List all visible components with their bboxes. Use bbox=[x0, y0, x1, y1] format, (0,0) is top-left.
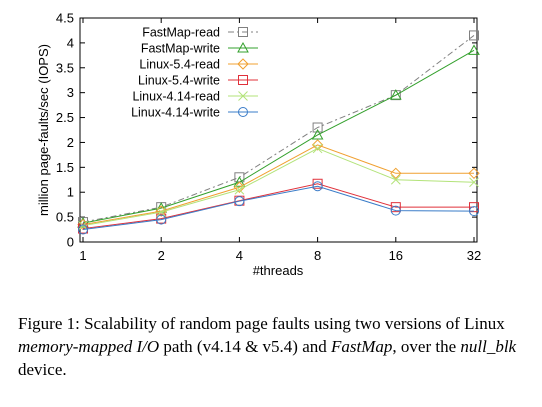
caption-text: path (v4.14 & v5.4) and bbox=[159, 337, 331, 356]
x-tick-label: 4 bbox=[236, 248, 243, 263]
y-tick-label: 1.5 bbox=[56, 160, 74, 175]
plot-frame bbox=[80, 18, 477, 242]
y-tick-label: 2 bbox=[67, 135, 74, 150]
y-tick-label: 3 bbox=[67, 85, 74, 100]
caption-text: device. bbox=[18, 360, 67, 379]
x-tick-label: 1 bbox=[79, 248, 86, 263]
x-tick-label: 16 bbox=[389, 248, 403, 263]
series-line-Linux-4.14-write bbox=[83, 186, 474, 229]
y-tick-label: 0.5 bbox=[56, 210, 74, 225]
legend-label: Linux-4.14-write bbox=[131, 106, 220, 120]
x-axis-label: #threads bbox=[253, 263, 304, 278]
legend-label: Linux-5.4-write bbox=[138, 74, 220, 88]
line-chart: 0 0.5 1 1.5 2 2.5 3 3.5 4 4.5 1 2 4 8 16 32 FastMap-rea… bbox=[0, 0, 542, 300]
legend-label: FastMap-read bbox=[142, 26, 220, 40]
caption-emphasis-fastmap: FastMap bbox=[331, 337, 392, 356]
caption-emphasis-mmio: memory-mapped I/O bbox=[18, 337, 159, 356]
legend: FastMap-read FastMap-write Linux-5.4-read L… bbox=[131, 26, 258, 120]
y-axis-label: million page-faults/sec (IOPS) bbox=[36, 44, 51, 216]
legend-label: Linux-5.4-read bbox=[139, 58, 220, 72]
series-lines bbox=[78, 31, 479, 234]
x-tick-label: 2 bbox=[158, 248, 165, 263]
legend-label: FastMap-write bbox=[141, 42, 220, 56]
y-tick-label: 4 bbox=[67, 35, 74, 50]
caption-text: Figure 1: Scalability of random page fau… bbox=[18, 314, 505, 333]
caption-emphasis-nullblk: null_blk bbox=[460, 337, 516, 356]
series-line-Linux-5.4-read bbox=[83, 145, 474, 225]
caption-text: , over the bbox=[392, 337, 460, 356]
legend-label: Linux-4.14-read bbox=[132, 90, 220, 104]
figure-caption: Figure 1: Scalability of random page fau… bbox=[18, 312, 530, 381]
y-tick-label: 0 bbox=[67, 235, 74, 250]
y-tick-label: 4.5 bbox=[56, 11, 74, 26]
y-tick-label: 2.5 bbox=[56, 110, 74, 125]
y-tick-label: 3.5 bbox=[56, 60, 74, 75]
y-tick-label: 1 bbox=[67, 185, 74, 200]
x-tick-label: 32 bbox=[467, 248, 481, 263]
x-tick-label: 8 bbox=[314, 248, 321, 263]
